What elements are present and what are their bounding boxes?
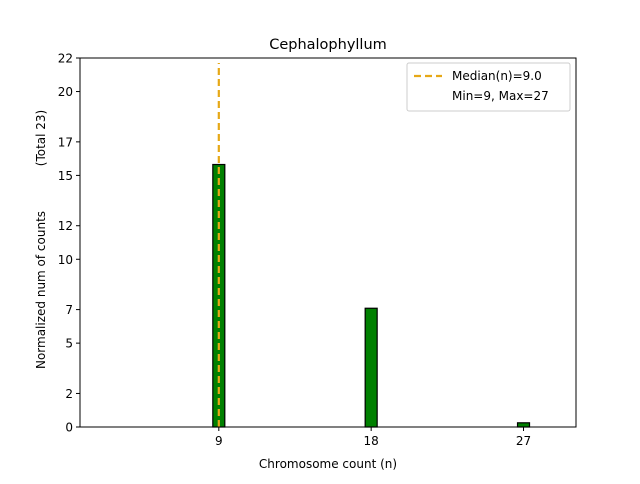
y-tick-label-10: 10 [58, 253, 73, 267]
bar-18 [364, 307, 378, 428]
y-tick-label-15: 15 [58, 169, 73, 183]
y-axis-label: Normalized num of counts [34, 211, 48, 369]
plot-area: 9 18 27 0 2 5 7 10 12 15 17 20 22 [58, 52, 577, 448]
legend-median-label: Median(n)=9.0 [452, 69, 542, 83]
y-tick-label-20: 20 [58, 85, 73, 99]
x-tick-label-9: 9 [215, 434, 223, 448]
y-tick-label-17: 17 [58, 135, 73, 149]
legend-minmax-label: Min=9, Max=27 [452, 89, 549, 103]
x-axis-label: Chromosome count (n) [259, 457, 397, 471]
y-tick-label-0: 0 [65, 421, 73, 435]
chart-title: Cephalophyllum [269, 37, 387, 53]
x-tick-label-27: 27 [516, 434, 531, 448]
y-tick-label-7: 7 [65, 303, 73, 317]
y-tick-label-22: 22 [58, 52, 73, 66]
x-tick-label-18: 18 [364, 434, 379, 448]
y-tick-label-2: 2 [65, 387, 73, 401]
y-tick-label-5: 5 [65, 337, 73, 351]
y-axis-label-total: (Total 23) [34, 110, 48, 166]
y-tick-label-12: 12 [58, 219, 73, 233]
bar-27 [516, 422, 531, 428]
legend: Median(n)=9.0 Min=9, Max=27 [406, 62, 571, 112]
axes-frame [79, 57, 577, 428]
legend-box [406, 62, 571, 112]
